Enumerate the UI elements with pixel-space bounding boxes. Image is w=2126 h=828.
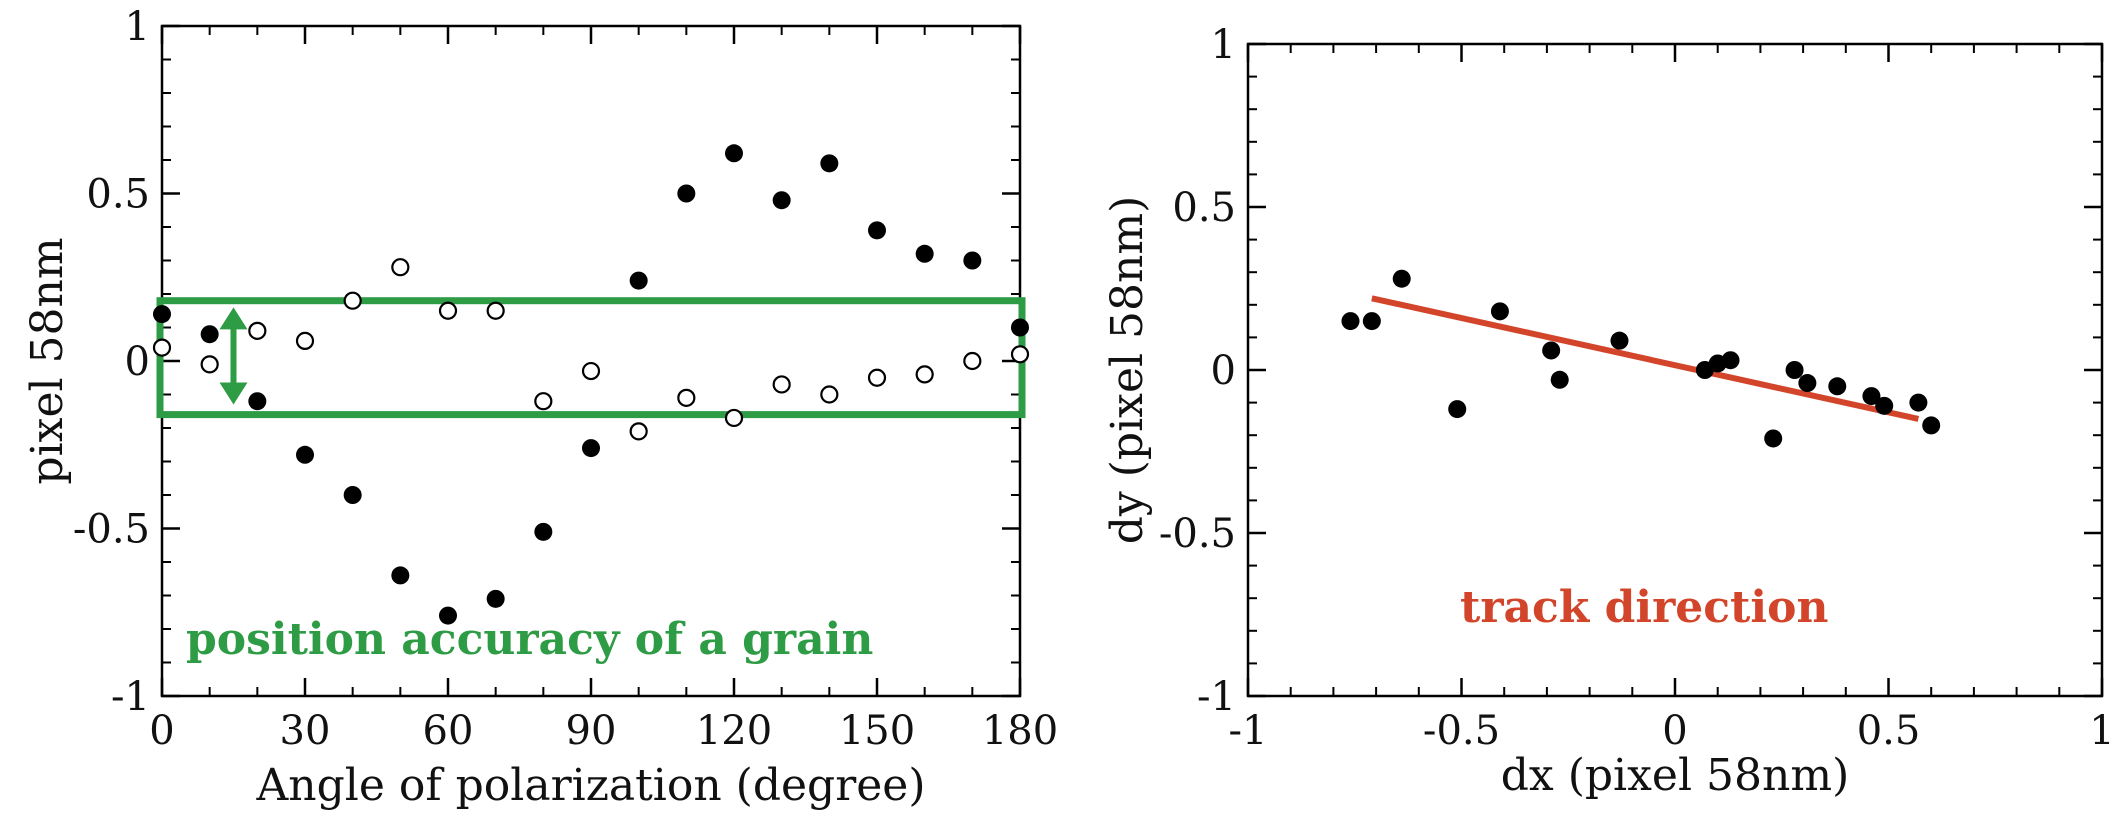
data-point-open <box>820 385 839 404</box>
accuracy-arrow-down-head <box>219 382 248 405</box>
y-tick-label: 1 <box>125 4 150 50</box>
data-point-filled <box>439 606 457 625</box>
data-point-open <box>438 301 458 320</box>
data-point-open <box>581 361 601 381</box>
data-point-filled <box>820 154 839 173</box>
data-point-open <box>295 331 315 350</box>
data-point-open <box>677 388 696 407</box>
data-point-filled <box>629 271 648 290</box>
trend-line <box>1371 295 1920 422</box>
data-point-filled <box>868 221 886 240</box>
data-point-open <box>867 368 887 387</box>
y-axis-label: pixel 58nm <box>22 237 73 484</box>
data-point-open <box>915 365 934 384</box>
data-point-filled <box>1764 429 1783 448</box>
data-point-filled <box>248 392 267 411</box>
data-point-filled <box>486 589 505 608</box>
data-point-filled <box>343 486 362 504</box>
data-point-filled <box>1909 393 1928 412</box>
data-point-open <box>963 351 982 371</box>
x-tick-label: 180 <box>982 708 1058 754</box>
right-chart-panel: -1 -0.5 0 0.5 1 -1 -0.5 0 0.5 1 dx (pixel 58nm) dy … <box>1102 22 2115 801</box>
data-point-open <box>391 258 410 277</box>
data-point-filled <box>772 191 791 210</box>
x-tick-label: 150 <box>839 708 915 754</box>
y-tick-label: 0 <box>125 339 150 385</box>
x-tick-label: 90 <box>566 708 617 754</box>
data-point-filled <box>200 325 219 344</box>
x-tick-label: -1 <box>1229 708 1268 754</box>
data-point-filled <box>1862 387 1881 406</box>
data-point-filled <box>1392 269 1411 288</box>
data-point-filled <box>1875 396 1894 415</box>
data-point-filled <box>1610 331 1629 350</box>
data-point-open <box>1010 345 1030 364</box>
x-tick-label: 1 <box>2089 708 2114 754</box>
x-tick-label: 30 <box>280 708 331 754</box>
annotation-position-accuracy: position accuracy of a grain <box>186 614 873 665</box>
x-tick-label: -0.5 <box>1423 708 1500 754</box>
x-tick-label: 0 <box>149 708 174 754</box>
data-point-filled <box>1828 377 1847 396</box>
x-tick-label: 60 <box>423 708 474 754</box>
x-axis-label: Angle of polarization (degree) <box>255 760 925 811</box>
y-tick-label: -0.5 <box>1159 511 1236 557</box>
y-tick-label: -1 <box>1197 674 1236 720</box>
y-axis-label: dy (pixel 58nm) <box>1102 196 1153 545</box>
accuracy-band-box <box>156 297 1026 419</box>
data-point-filled <box>1721 351 1740 370</box>
data-point-filled <box>391 566 410 585</box>
y-tick-label: -1 <box>111 674 150 720</box>
data-point-filled <box>1542 341 1561 360</box>
data-point-filled <box>1490 302 1509 321</box>
data-point-filled <box>1341 312 1360 331</box>
data-point-filled <box>1362 312 1381 331</box>
data-point-open <box>200 355 219 374</box>
x-tick-label: 120 <box>696 708 772 754</box>
data-point-open <box>629 422 648 441</box>
data-point-filled <box>296 445 314 464</box>
data-point-filled <box>1922 416 1941 435</box>
data-point-open <box>152 338 172 357</box>
data-point-open <box>248 321 267 340</box>
data-point-filled <box>582 439 600 458</box>
annotation-track-direction: track direction <box>1460 582 1828 633</box>
data-point-open <box>534 392 553 411</box>
data-point-filled <box>963 251 982 270</box>
x-tick-label: 0 <box>1662 708 1687 754</box>
y-tick-label: 1 <box>1211 22 1236 68</box>
data-point-filled <box>1011 318 1029 337</box>
data-point-filled <box>1785 361 1804 379</box>
left-chart-panel: 0 30 60 90 120 150 180 -1 -0.5 0 0.5 1 Angle of pola… <box>22 4 1058 811</box>
data-point-open <box>343 291 362 310</box>
data-point-filled <box>1448 400 1467 419</box>
data-point-filled <box>1550 370 1569 389</box>
x-tick-label: 0.5 <box>1857 708 1921 754</box>
y-tick-label: -0.5 <box>73 507 150 553</box>
data-point-filled <box>534 522 553 541</box>
data-point-filled <box>153 305 171 324</box>
plot-frame <box>160 24 1022 698</box>
x-axis-label: dx (pixel 58nm) <box>1501 750 1850 801</box>
data-point-open <box>724 408 744 428</box>
data-point-filled <box>1798 374 1817 393</box>
data-point-open <box>772 375 791 394</box>
data-point-filled <box>915 244 934 263</box>
data-point-filled <box>725 144 743 163</box>
y-tick-label: 0.5 <box>86 172 150 218</box>
y-tick-label: 0.5 <box>1172 185 1236 231</box>
accuracy-arrow-up-head <box>219 307 248 330</box>
data-point-filled <box>677 184 696 203</box>
data-point-open <box>486 301 505 320</box>
y-tick-label: 0 <box>1211 348 1236 394</box>
